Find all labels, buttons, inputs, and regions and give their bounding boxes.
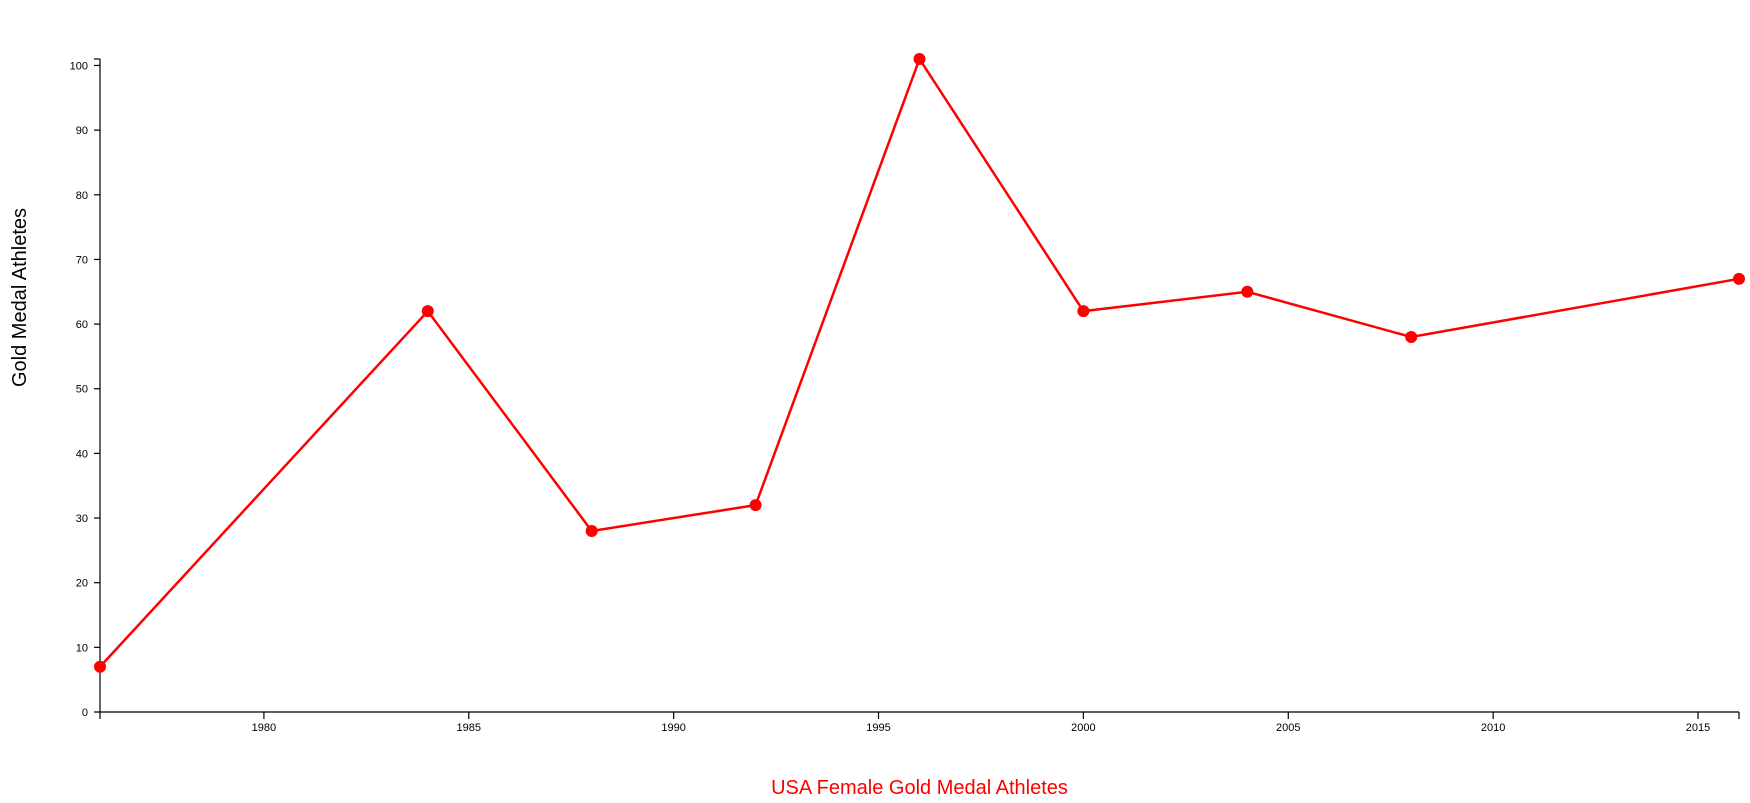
y-tick-label-0: 0 <box>82 707 88 719</box>
x-tick-label-1980: 1980 <box>252 722 276 734</box>
data-point-1992 <box>749 499 762 512</box>
x-axis: 1980 1985 1990 1995 2000 2005 2010 2015 <box>99 711 1740 734</box>
data-point-2008 <box>1405 331 1418 344</box>
series-layer <box>94 53 1745 673</box>
y-tick-label-30: 30 <box>76 513 88 525</box>
x-tick-label-1995: 1995 <box>866 722 890 734</box>
x-tick-label-2010: 2010 <box>1481 722 1505 734</box>
y-tick-label-40: 40 <box>76 448 88 460</box>
y-axis: 0 10 20 30 40 50 60 70 80 90 100 <box>70 58 101 719</box>
x-tick-label-1990: 1990 <box>661 722 685 734</box>
data-point-1996 <box>913 53 926 65</box>
x-tick-label-2000: 2000 <box>1071 722 1095 734</box>
y-tick-label-50: 50 <box>76 384 88 396</box>
x-tick-label-2015: 2015 <box>1686 722 1710 734</box>
data-point-2016 <box>1733 272 1745 285</box>
data-point-2004 <box>1241 285 1254 298</box>
y-tick-label-20: 20 <box>76 578 88 590</box>
y-axis-label: Gold Medal Athletes <box>9 208 31 387</box>
y-tick-label-60: 60 <box>76 319 88 331</box>
y-tick-label-70: 70 <box>76 254 88 266</box>
y-tick-label-80: 80 <box>76 190 88 202</box>
data-point-1976 <box>94 660 106 673</box>
data-point-1988 <box>585 524 598 537</box>
series-line <box>99 56 1740 668</box>
y-tick-label-90: 90 <box>76 125 88 137</box>
data-point-2000 <box>1077 305 1090 318</box>
data-point-1984 <box>421 305 434 318</box>
y-tick-label-10: 10 <box>76 642 88 654</box>
x-axis-label: USA Female Gold Medal Athletes <box>771 777 1068 799</box>
x-tick-label-2005: 2005 <box>1276 722 1300 734</box>
y-tick-label-100: 100 <box>70 60 88 72</box>
x-tick-label-1985: 1985 <box>457 722 481 734</box>
